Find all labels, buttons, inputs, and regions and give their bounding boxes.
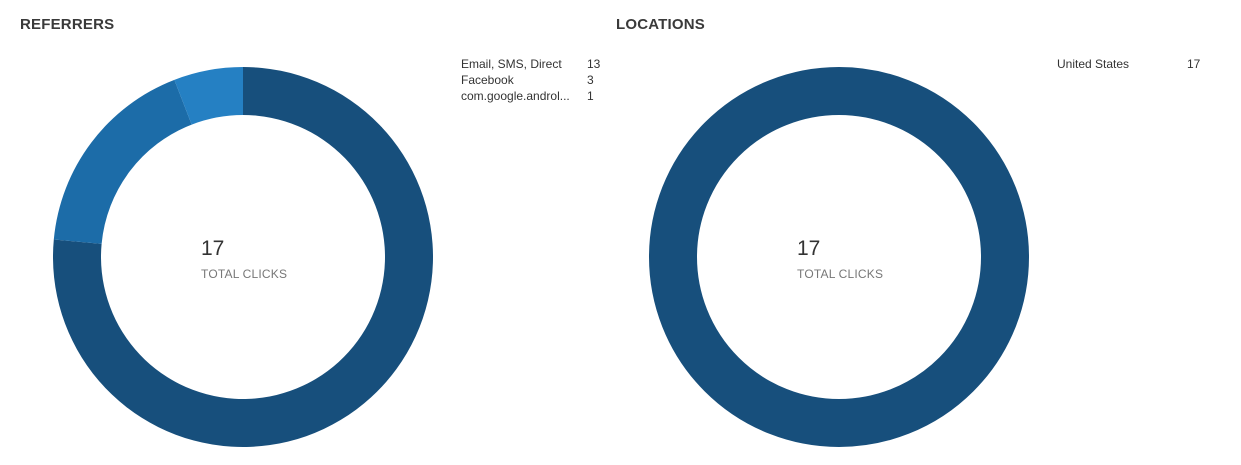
referrers-title: REFERRERS <box>20 16 115 33</box>
locations-donut-chart <box>649 67 1029 447</box>
referrers-slice-2[interactable] <box>53 79 192 244</box>
legend-item-count: 17 <box>1187 57 1201 71</box>
referrers-total-label: TOTAL CLICKS <box>201 267 288 281</box>
locations-legend: United States 17 <box>1057 56 1217 72</box>
legend-item-name: Facebook <box>461 73 514 87</box>
locations-title: LOCATIONS <box>616 16 706 33</box>
referrers-panel: REFERRERS 17 TOTAL CLICKS Email, SMS, Di… <box>0 0 610 465</box>
locations-total-label: TOTAL CLICKS <box>797 267 884 281</box>
legend-item[interactable]: Email, SMS, Direct 13 <box>461 56 611 72</box>
locations-panel: LOCATIONS 17 TOTAL CLICKS United States … <box>596 0 1241 465</box>
referrers-legend: Email, SMS, Direct 13 Facebook 3 com.goo… <box>461 56 611 104</box>
legend-item-count: 13 <box>587 57 601 71</box>
referrers-total-value: 17 <box>201 237 225 260</box>
referrers-slice-3[interactable] <box>174 67 243 125</box>
legend-item-name: Email, SMS, Direct <box>461 57 562 71</box>
legend-item[interactable]: United States 17 <box>1057 56 1217 72</box>
legend-item[interactable]: Facebook 3 <box>461 72 611 88</box>
legend-item-count: 1 <box>587 89 594 103</box>
referrers-donut-chart <box>52 67 433 448</box>
legend-item-name: com.google.androl... <box>461 89 570 103</box>
legend-item-count: 3 <box>587 73 594 87</box>
locations-slice-1[interactable] <box>649 67 1029 447</box>
locations-total-value: 17 <box>797 237 821 260</box>
legend-item[interactable]: com.google.androl... 1 <box>461 88 611 104</box>
legend-item-name: United States <box>1057 57 1130 71</box>
